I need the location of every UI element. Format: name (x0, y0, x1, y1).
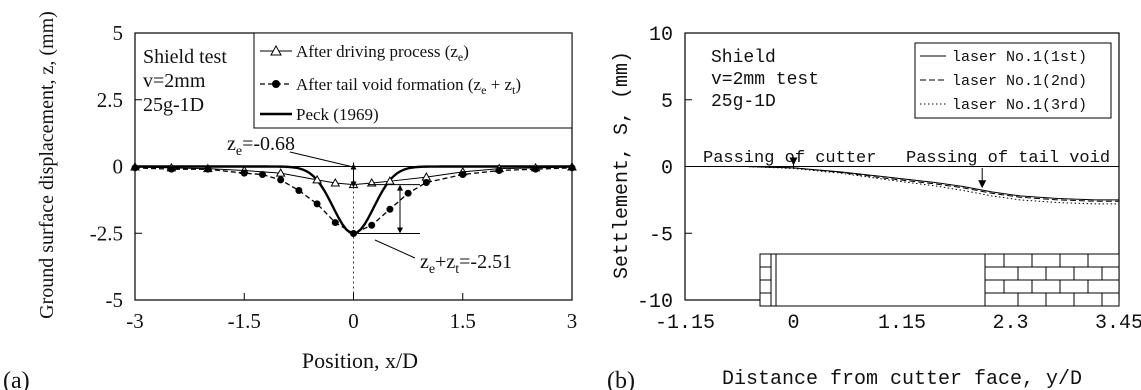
arrow-down-icon (397, 227, 403, 234)
tail-void-point (240, 169, 248, 177)
driving-point (312, 174, 322, 184)
legend-entry-peck: Peck (1969) (260, 105, 379, 124)
total-leader-line (374, 239, 416, 259)
total-annotation: ze+zt=-2.51 (420, 251, 512, 277)
panel-b: -1.15 0 1.15 2.3 3.45 10 5 0 -5 -10 Shield v=2mm… (607, 24, 1141, 390)
y-tick-label: 0 (661, 158, 673, 181)
panel-b-y-tick-labels: 10 5 0 -5 -10 (637, 24, 673, 314)
tail-void-point (295, 187, 303, 195)
panel-a-label: (a) (3, 368, 30, 390)
panel-b-arrows (789, 157, 987, 189)
x-tick-label: 1.5 (450, 309, 476, 333)
panel-a-y-tick-labels: 5 2.5 0 -2.5 -5 (90, 21, 123, 312)
segment-lining (984, 253, 1120, 307)
arrow-up-icon (350, 163, 357, 170)
y-tick-label: -10 (637, 291, 673, 314)
y-tick-label: 10 (649, 24, 673, 47)
filled-circle-marker-icon (272, 80, 280, 88)
y-tick-label: 5 (113, 21, 124, 45)
y-tick-label: -5 (106, 288, 124, 312)
x-tick-label: 3 (567, 309, 578, 333)
y-tick-label: 2.5 (97, 88, 123, 112)
tail-void-point (331, 219, 339, 227)
panel-a-note-2: v=2mm (143, 70, 206, 92)
tail-void-point (131, 164, 139, 172)
panel-b-series (685, 166, 1119, 205)
panel-a: -3 -1.5 0 1.5 3 5 2.5 0 -2.5 -5 ze=-0.68 ze+zt=-2… (3, 11, 577, 390)
tail-void-point (459, 171, 467, 179)
tail-void-point (258, 171, 266, 179)
legend-label-2nd: laser No.1(2nd) (952, 73, 1087, 90)
series-1st-line (685, 166, 1119, 201)
y-tick-label: 0 (113, 155, 124, 179)
panel-a-y-axis-label: Ground surface displacement, z, (mm) (36, 11, 58, 319)
x-tick-label: -3 (126, 309, 144, 333)
tail-void-point (568, 164, 576, 172)
panel-b-legend-box (914, 42, 1112, 119)
x-tick-label: 0 (787, 312, 799, 335)
x-tick-label: -1.15 (655, 312, 715, 335)
panel-a-x-tick-labels: -3 -1.5 0 1.5 3 (126, 309, 577, 333)
tail-void-point (167, 165, 175, 173)
panel-a-annotations: ze=-0.68 ze+zt=-2.51 (227, 133, 512, 277)
x-tick-label: -1.5 (228, 309, 261, 333)
series-3rd-line (685, 166, 1119, 205)
legend-label-tail-void: After tail void formation (ze + zt) (296, 75, 521, 97)
passing-of-tail-void-label: Passing of tail void (906, 149, 1110, 168)
arrow-up-icon (397, 184, 403, 191)
legend-entry-driving: After driving process (ze) (260, 42, 469, 64)
panel-b-note-3: 25g-1D (711, 92, 776, 112)
panel-b-x-tick-labels: -1.15 0 1.15 2.3 3.45 (655, 312, 1141, 335)
y-tick-label: -2.5 (90, 221, 123, 245)
arrow-down-icon (978, 180, 987, 189)
x-tick-label: 0 (348, 309, 359, 333)
passing-of-cutter-label: Passing of cutter (703, 149, 876, 168)
panel-a-legend-box (253, 32, 573, 129)
legend-label-driving: After driving process (ze) (296, 42, 469, 64)
series-2nd-line (685, 166, 1119, 202)
panel-a-x-axis-label: Position, x/D (302, 348, 418, 373)
shield-body (759, 253, 986, 307)
tail-void-point (368, 221, 376, 229)
driving-point (330, 178, 341, 187)
arrow-down-icon (350, 181, 357, 188)
panel-a-note-3: 25g-1D (143, 94, 204, 116)
x-tick-label: 1.15 (878, 312, 926, 335)
legend-label-3rd: laser No.1(3rd) (952, 97, 1087, 114)
open-triangle-marker-icon (270, 44, 282, 56)
tail-void-point (350, 230, 357, 238)
ze-leader-line (289, 151, 352, 168)
tail-void-point (532, 165, 540, 173)
tail-void-point (277, 176, 285, 184)
legend-label-peck: Peck (1969) (296, 105, 379, 124)
panel-a-note-1: Shield test (143, 46, 227, 68)
tail-void-point (495, 167, 503, 175)
tail-void-point (386, 205, 394, 213)
shield-machine-schematic (759, 253, 1120, 307)
panel-a-legend: After driving process (ze) After tail vo… (253, 32, 573, 129)
panel-b-x-axis-label: Distance from cutter face, y/D (722, 368, 1082, 390)
legend-label-1st: laser No.1(1st) (952, 49, 1087, 66)
ze-annotation: ze=-0.68 (227, 133, 295, 159)
tail-void-point (404, 189, 412, 197)
x-tick-label: 3.45 (1095, 312, 1141, 335)
panel-b-note-1: Shield (711, 48, 776, 68)
y-tick-label: 5 (661, 91, 673, 114)
x-tick-label: 2.3 (992, 312, 1028, 335)
panel-b-y-axis-label: Settlement, S, (mm) (611, 51, 634, 279)
panel-a-markers (130, 162, 577, 238)
tail-void-point (204, 165, 212, 173)
arrow-down-icon (789, 157, 798, 166)
driving-point (275, 168, 286, 177)
y-tick-label: -5 (649, 224, 673, 247)
legend-entry-tail-void: After tail void formation (ze + zt) (260, 75, 521, 97)
tail-void-point (422, 179, 430, 187)
panel-b-note-2: v=2mm test (711, 70, 819, 90)
panel-b-legend: laser No.1(1st) laser No.1(2nd) laser No… (914, 42, 1112, 119)
panel-b-label: (b) (607, 368, 635, 390)
tail-void-point (313, 200, 321, 208)
